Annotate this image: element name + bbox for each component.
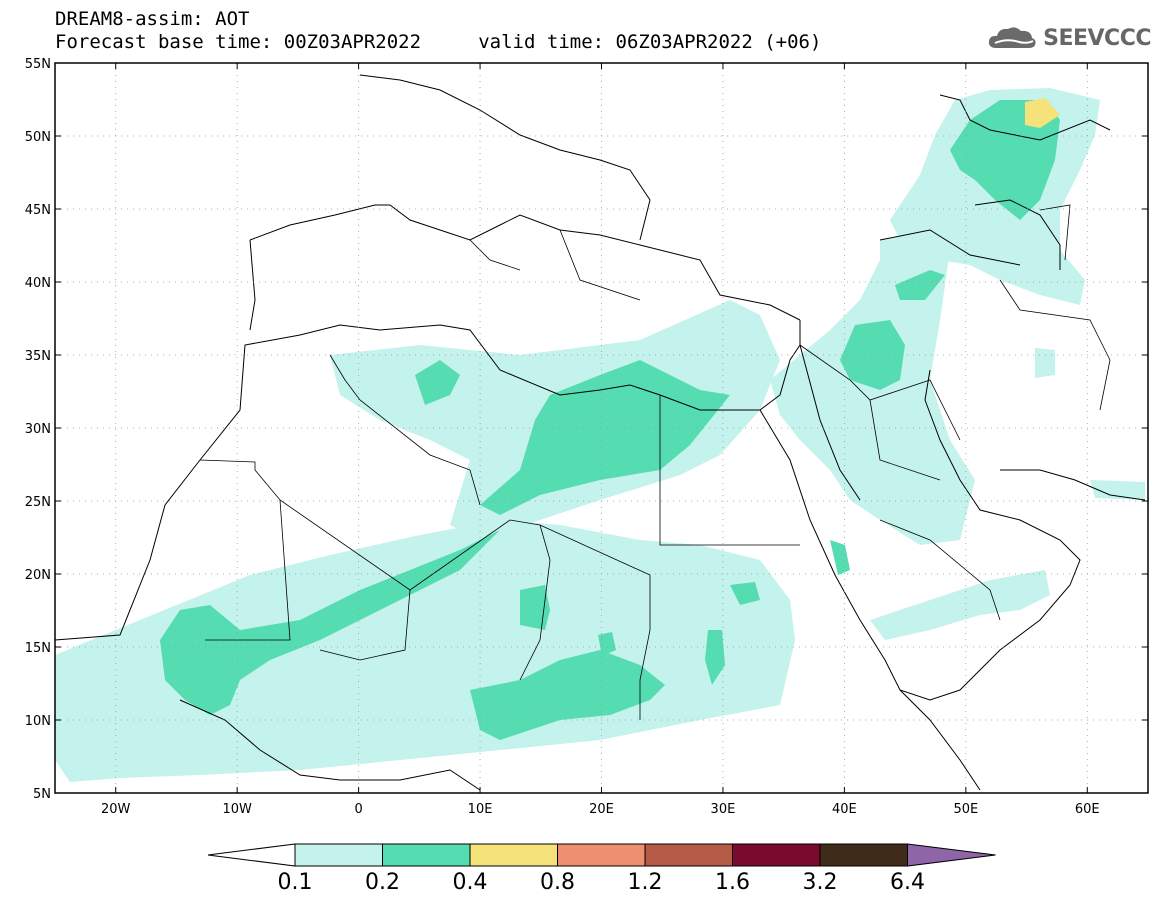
aot-band-low-arabia [870,570,1050,640]
colorbar-label: 6.4 [890,870,925,895]
aot-band-mid-mali [730,582,760,605]
coastlines [55,74,1146,791]
aot-band-mid-caspian [950,100,1060,220]
aot-band-mid-algeria [415,360,460,405]
colorbar-over-triangle [907,843,996,867]
aot-field [55,74,1146,791]
logo-text: SEEVCCC [1043,25,1151,51]
lat-tick-label: 20N [25,568,51,583]
lat-tick-label: 45N [25,203,51,218]
colorbar-label: 0.4 [453,870,488,895]
lat-tick-label: 50N [25,130,51,145]
lat-tick-label: 5N [33,787,51,802]
aot-band-mid-sudan [705,630,725,685]
lon-tick-label: 30E [711,802,736,817]
aot-band-low-east [1090,480,1145,500]
aot-band-low-sahel [55,520,795,782]
seevccc-logo: SEEVCCC [987,24,1151,52]
colorbar-label: 0.1 [278,870,313,895]
aot-band-mid-chad [470,650,665,740]
aot-band-mid-redsea [830,540,850,575]
borders [199,204,1111,720]
lon-tick-label: 60E [1075,802,1100,817]
colorbar-swatch [469,843,558,867]
colorbar-swatch [382,843,471,867]
colorbar-swatch [557,843,646,867]
graticule [55,63,1148,793]
lat-tick-label: 35N [25,349,51,364]
colorbar-label: 0.8 [540,870,575,895]
lon-tick-label: 20W [101,802,131,817]
lat-tick-label: 10N [25,714,51,729]
longitude-ticks: 20W 10W 0 10E 20E 30E 40E 50E 60E [101,63,1100,817]
colorbar-swatch [644,843,733,867]
lat-tick-label: 40N [25,276,51,291]
lon-tick-label: 20E [589,802,614,817]
aot-band-mid-niger [520,585,550,630]
colorbar-label: 0.2 [365,870,400,895]
colorbar-label: 1.6 [715,870,750,895]
latitude-ticks: 5N 10N 15N 20N 25N 30N 35N 40N 45N 50N 55N [25,57,1148,802]
cloud-icon [989,27,1036,48]
colorbar: 0.1 0.2 0.4 0.8 1.2 1.6 3.2 6.4 [207,843,996,895]
lat-tick-label: 25N [25,495,51,510]
lon-tick-label: 10E [468,802,493,817]
aot-band-mid-caucasus [895,270,945,300]
aot-band-low-gulf [1035,348,1055,378]
lon-tick-label: 10W [222,802,252,817]
colorbar-swatch [732,843,821,867]
aot-band-mid-sudan2 [598,632,616,656]
forecast-time-line: Forecast base time: 00Z03APR2022 valid t… [55,31,822,53]
lat-tick-label: 55N [25,57,51,72]
aot-band-mid-west [160,520,510,715]
colorbar-swatch [819,843,908,867]
lon-tick-label: 0 [354,802,362,817]
lon-tick-label: 50E [953,802,978,817]
lat-tick-label: 30N [25,422,51,437]
lat-tick-label: 15N [25,641,51,656]
aot-band-high-kazakhstan [1025,98,1060,128]
aot-band-mid-libya [480,360,730,515]
aot-band-mid-iraq [840,320,905,390]
colorbar-label: 3.2 [803,870,838,895]
lon-tick-label: 40E [832,802,857,817]
colorbar-label: 1.2 [628,870,663,895]
colorbar-under-triangle [207,843,296,867]
colorbar-swatch [294,843,383,867]
map-title: DREAM8-assim: AOT [55,8,250,30]
